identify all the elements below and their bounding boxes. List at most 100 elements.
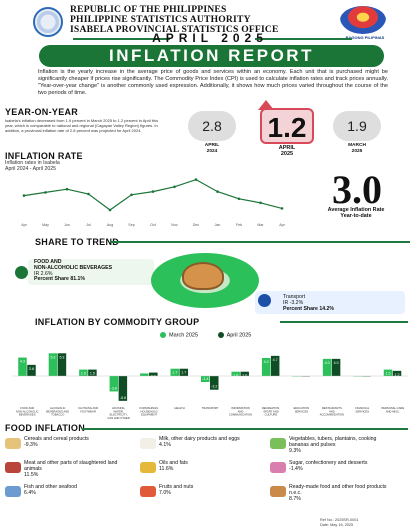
inflation-point [216,190,219,193]
bar-value-label: -5.8 [120,396,126,400]
inflation-point [173,185,176,189]
march-2025-value: 1.9 [333,111,381,141]
category-label: BEVERAGES AND [46,409,69,413]
april-2025-label: APRIL 2025 [262,145,312,157]
category-label: FURNISHINGS, [139,406,159,410]
x-tick-label: Mar [257,223,264,227]
inflation-rate-subtitle: Inflation rates in Isabela April 2024 - … [5,160,60,172]
food-inflation-title: FOOD INFLATION [5,423,86,433]
food-item-text: Fish and other seafood 6.4% [24,484,132,496]
category-label: GAS AND OTHER [108,416,130,420]
transport-share-ir: IR -3.2% [283,299,304,306]
category-label: TOBACCO [51,413,64,417]
x-tick-label: Aug [107,223,113,227]
header-line-1: REPUBLIC OF THE PHILIPPINES [70,4,227,15]
food-share-percent: Percent Share 81.1% [34,276,86,283]
share-title: SHARE TO TREND [35,237,120,247]
food-item-name: Milk, other dairy products and eggs [159,436,240,442]
inflation-point [194,178,198,181]
bar-value-label: 1.7 [181,371,186,375]
header-line-2: PHILIPPINE STATISTICS AUTHORITY [70,14,251,25]
bar-value-label: 1.5 [386,372,391,376]
transport-share-name: Transport [283,294,306,300]
food-item-value: 9.3% [289,448,301,454]
category-label: NON-ALCOHOLIC [16,409,38,413]
x-tick-label: May [42,223,49,227]
food-basket-illustration-icon [182,262,224,290]
commodity-bar [270,355,280,376]
legend-april-swatch [217,332,224,338]
food-item-text: Fruits and nuts 7.0% [159,484,267,496]
fish-icon [5,486,21,497]
category-label: HEALTH [174,406,184,410]
april-2024-label-text: APRIL 2024 [204,143,220,154]
april-2025-label-text: APRIL 2025 [278,145,296,157]
food-item-name: Sugar, confectionery and desserts [289,460,368,466]
legend-march: March 2025 [160,332,198,338]
bar-value-label: 1.0 [233,374,238,378]
category-label: HOUSEHOLD [141,409,158,413]
category-label: FINANCIAL [355,406,370,410]
commodity-bar [322,358,332,376]
inflation-point [151,190,155,193]
march-2025-label-text: MARCH 2025 [348,143,366,154]
commodity-bar [383,369,393,376]
ytd-label-line-2: Year-to-date [340,213,372,219]
x-tick-label: Jun [64,223,70,227]
food-item-text: Cereals and cereal products -9.3% [24,436,132,448]
x-tick-label: Jan [215,223,221,227]
highlight-arrow-icon [258,100,274,110]
category-label: SERVICES [356,409,370,413]
category-label: CULTURE [265,413,278,417]
x-tick-label: Apr [279,223,285,227]
food-item-text: Vegetables, tubers, plantains, cooking b… [289,436,397,454]
inflation-point [130,193,133,197]
x-tick-label: Apr [21,223,27,227]
category-label: SERVICES [295,409,309,413]
footer-line-1: Ref No.: 2025SR-0001 [320,518,359,522]
food-share-ir: IR 2.6% [34,270,53,277]
commodity-bar [79,369,88,376]
bar-value-label: 4.2 [264,360,269,364]
food-item-name: Vegetables, tubers, plantains, cooking b… [289,436,377,448]
commodity-bar [57,353,67,376]
april-2025-value: 1.2 [260,108,314,144]
milk-eggs-icon [140,438,156,449]
bar-value-label: 1.0 [242,374,247,378]
food-item-name: Cereals and cereal products [24,436,89,442]
bagong-pilipinas-text: BAGONG PILIPINAS [345,35,385,40]
bar-value-label: 1.5 [81,372,86,376]
inflation-point [280,207,284,210]
ready-food-icon [270,486,286,497]
bar-value-label: 1.7 [172,371,177,375]
food-item-name: Meat and other parts of slaughtered land… [24,460,118,472]
oil-icon [140,462,156,473]
ytd-label-line-1: Average Inflation Rate [327,207,385,213]
commodity-bar [149,372,158,376]
transport-share-percent: Percent Share 14.2% [283,305,335,312]
food-item-name: Ready-made food and other food products … [289,484,387,496]
report-month: APRIL 2025 [152,31,268,45]
bar-value-label: 4.7 [273,358,278,362]
commodity-bar [118,376,128,401]
inflation-point [237,197,241,201]
transport-share-box [255,291,405,314]
food-share-text: FOOD AND NON-ALCOHOLIC BEVERAGES IR 2.6%… [34,259,154,283]
legend-april-label: April 2025 [226,332,252,339]
food-item-name: Oils and fats [159,460,188,466]
footer-line-2: Date: May 16, 2025 [320,522,354,527]
x-tick-label: Oct [150,223,156,227]
food-item-value: -1.4% [289,466,303,472]
sugar-icon [270,462,286,473]
food-item-value: 11.5% [24,472,39,478]
legend-april: April 2025 [217,332,252,339]
x-tick-label: Sep [128,223,134,227]
food-basket-icon [15,266,28,279]
bar-value-label: 0.6 [142,375,147,379]
commodity-bar [18,357,27,376]
category-label: FOOTWEAR [80,409,96,413]
category-label: SPORT AND [263,409,278,413]
ytd-average-value: 3.0 [332,167,382,212]
inflation-rate-subtitle-2: April 2024 - April 2025 [5,166,57,172]
